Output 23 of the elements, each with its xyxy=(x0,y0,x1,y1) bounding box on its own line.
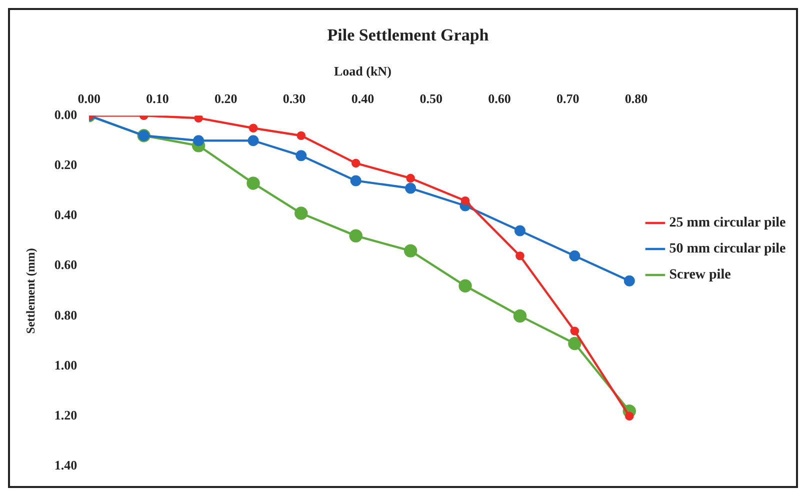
y-tick-label: 0.60 xyxy=(54,257,78,272)
y-tick-label: 0.00 xyxy=(54,106,78,122)
x-tick-label: 0.80 xyxy=(624,91,648,106)
y-tick-label: 0.20 xyxy=(54,157,78,172)
y-tick-label: 1.00 xyxy=(54,357,78,372)
x-tick-label: 0.30 xyxy=(282,91,306,106)
y-tick-label: 0.40 xyxy=(54,207,78,222)
x-tick-label: 0.60 xyxy=(488,91,511,106)
chart-title: Pile Settlement Graph xyxy=(327,26,490,45)
x-tick-label: 0.70 xyxy=(556,91,580,106)
legend-label: Screw pile xyxy=(669,268,731,283)
x-tick-label: 0.10 xyxy=(146,91,169,106)
x-tick-label: 0.20 xyxy=(214,91,238,106)
y-tick-label: 0.80 xyxy=(54,307,78,322)
legend-label: 25 mm circular pile xyxy=(669,216,786,231)
x-axis-title: Load (kN) xyxy=(334,64,392,79)
y-tick-label: 1.20 xyxy=(54,407,78,422)
y-tick-label: 1.40 xyxy=(54,458,78,473)
x-tick-label: 0.50 xyxy=(420,91,442,106)
y-axis-title: Settlement (mm) xyxy=(23,248,38,334)
legend-label: 50 mm circular pile xyxy=(669,242,786,257)
x-tick-label: 0.00 xyxy=(78,91,101,106)
x-tick-label: 0.40 xyxy=(351,91,374,106)
